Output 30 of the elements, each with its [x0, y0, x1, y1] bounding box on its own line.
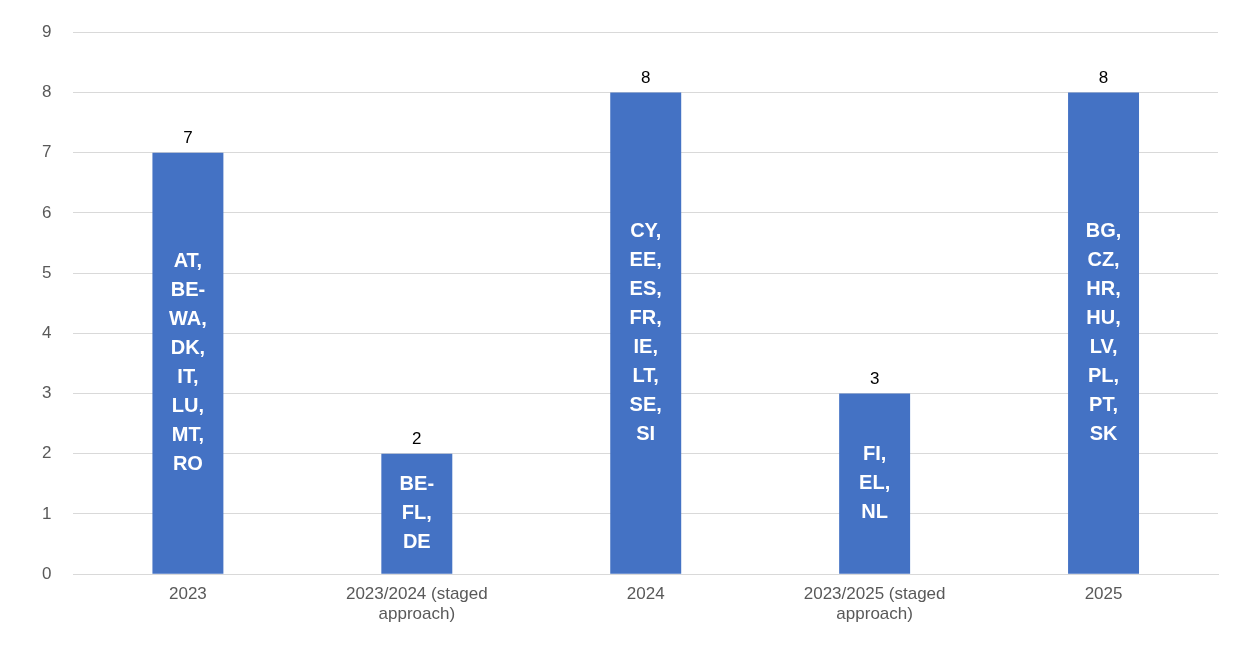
bar: [1068, 92, 1140, 574]
annotation: FI, EL, NL: [859, 442, 891, 523]
x-tick-label: 2023/2024 (staged approach): [345, 584, 488, 624]
y-tick-label: 2: [41, 443, 52, 463]
data-label: 7: [183, 127, 193, 147]
data-label: 2: [412, 428, 422, 448]
y-tick-label: 9: [41, 21, 52, 41]
annotation: CY, EE, ES, FR, IE, LT, SE, SI: [629, 219, 662, 445]
y-tick-label: 4: [41, 323, 52, 342]
y-tick-label: 7: [41, 142, 52, 162]
bar: [839, 393, 911, 574]
annotation: AT, BE-WA, DK, IT, LU, MT, RO: [169, 249, 207, 475]
y-tick-label: 6: [41, 202, 52, 222]
bar: [152, 152, 224, 574]
data-label: 8: [640, 67, 651, 87]
y-tick-label: 0: [41, 563, 52, 583]
y-tick-label: 1: [41, 503, 52, 523]
annotation: BE-FL, DE: [399, 472, 435, 553]
data-label: 8: [1098, 67, 1109, 87]
x-tick-label: 2024: [626, 584, 665, 604]
y-tick-label: 8: [41, 82, 52, 102]
annotation: BG, CZ, HR, HU, LV, PL, PT, SK: [1085, 219, 1122, 445]
x-tick-label: 2025: [1084, 584, 1123, 604]
y-tick-label: 5: [41, 262, 52, 282]
x-tick-label: 2023: [169, 584, 207, 604]
bar: [610, 92, 682, 574]
bar: [381, 453, 453, 574]
data-label: 3: [869, 368, 880, 388]
x-tick-label: 2023/2025 (staged approach): [803, 584, 946, 624]
y-tick-label: 3: [41, 383, 52, 403]
